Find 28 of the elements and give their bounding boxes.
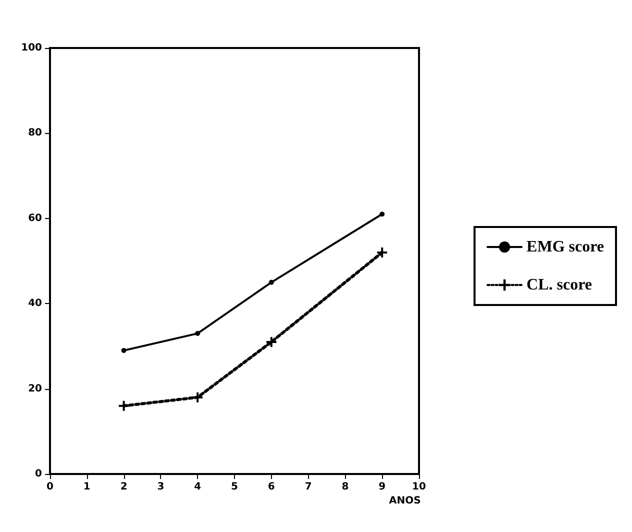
point [192,392,203,402]
x-tick-label: 2 [120,482,128,492]
y-tick-label: 60 [28,212,42,224]
x-tick-label: 6 [268,482,275,492]
y-tick-label: 40 [28,298,42,310]
legend-label: CL. score [526,276,592,294]
x-tick-label: 7 [304,482,312,492]
y-tick-label: 0 [35,468,42,480]
x-tick-label: 9 [378,482,386,492]
x-tick-label: 4 [194,482,202,492]
x-axis-title: ANOS [389,496,421,506]
point [380,212,385,217]
point [377,247,388,258]
x-tick-label: 3 [157,482,164,492]
x-tick-label: 1 [83,482,90,492]
point [195,330,200,336]
y-tick-label: 80 [28,128,42,139]
y-tick-label: 20 [28,383,42,394]
point [118,400,129,411]
x-tick-label: 8 [342,482,349,492]
x-tick-label: 0 [46,482,54,492]
x-tick-label: 10 [412,482,426,492]
point [266,336,276,347]
x-tick-label: 5 [231,482,238,492]
legend-label: EMG score [526,238,604,256]
y-tick-label: 100 [21,42,42,54]
point [121,348,126,353]
point [268,280,274,285]
